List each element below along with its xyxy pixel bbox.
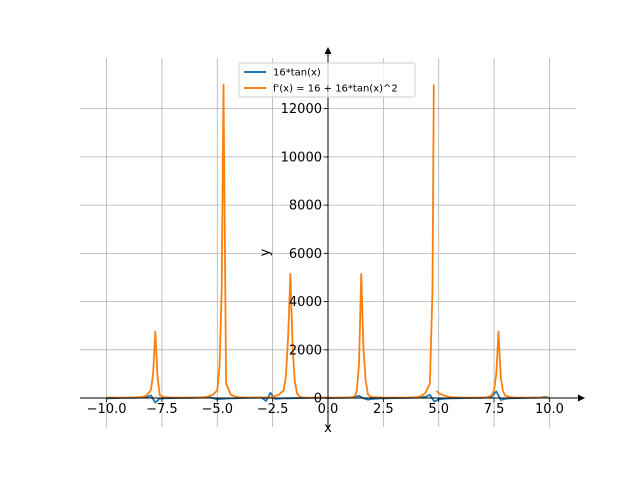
x-tick-label: 5.0 — [428, 402, 449, 417]
legend-box — [238, 62, 416, 98]
legend-label-tan: 16*tan(x) — [273, 68, 321, 79]
x-axis-arrow-icon — [578, 394, 585, 402]
y-axis-label: y — [258, 248, 273, 256]
x-tick-label: 10.0 — [535, 402, 564, 417]
y-tick-label: 12000 — [281, 102, 322, 117]
y-tick-label: 10000 — [281, 150, 322, 165]
series-line-1 — [106, 83, 435, 399]
x-tick-label: −7.5 — [146, 402, 178, 417]
x-tick-label: −5.0 — [201, 402, 233, 417]
axes — [80, 47, 585, 427]
y-tick-label: 0 — [314, 392, 322, 407]
x-tick-label: 7.5 — [484, 402, 505, 417]
y-tick-label: 2000 — [289, 343, 322, 358]
x-tick-label: 2.5 — [373, 402, 394, 417]
x-tick-label: −2.5 — [257, 402, 289, 417]
x-tick-label: −10.0 — [87, 402, 127, 417]
y-tick-label: 6000 — [289, 247, 322, 262]
legend-label-derivative: f'(x) = 16 + 16*tan(x)^2 — [273, 84, 398, 95]
legend: 16*tan(x) f'(x) = 16 + 16*tan(x)^2 — [238, 62, 416, 98]
y-axis-arrow-icon — [324, 47, 332, 54]
y-tick-label: 4000 — [289, 295, 322, 310]
series-line-2 — [435, 330, 550, 399]
x-axis-label: x — [324, 421, 332, 436]
x-tick-label: 0.0 — [318, 402, 339, 417]
y-tick-label: 8000 — [289, 199, 322, 214]
ticks: −10.0 −7.5 −5.0 −2.5 0.0 2.5 5.0 7.5 10.0 0 2000 40… — [87, 102, 564, 417]
